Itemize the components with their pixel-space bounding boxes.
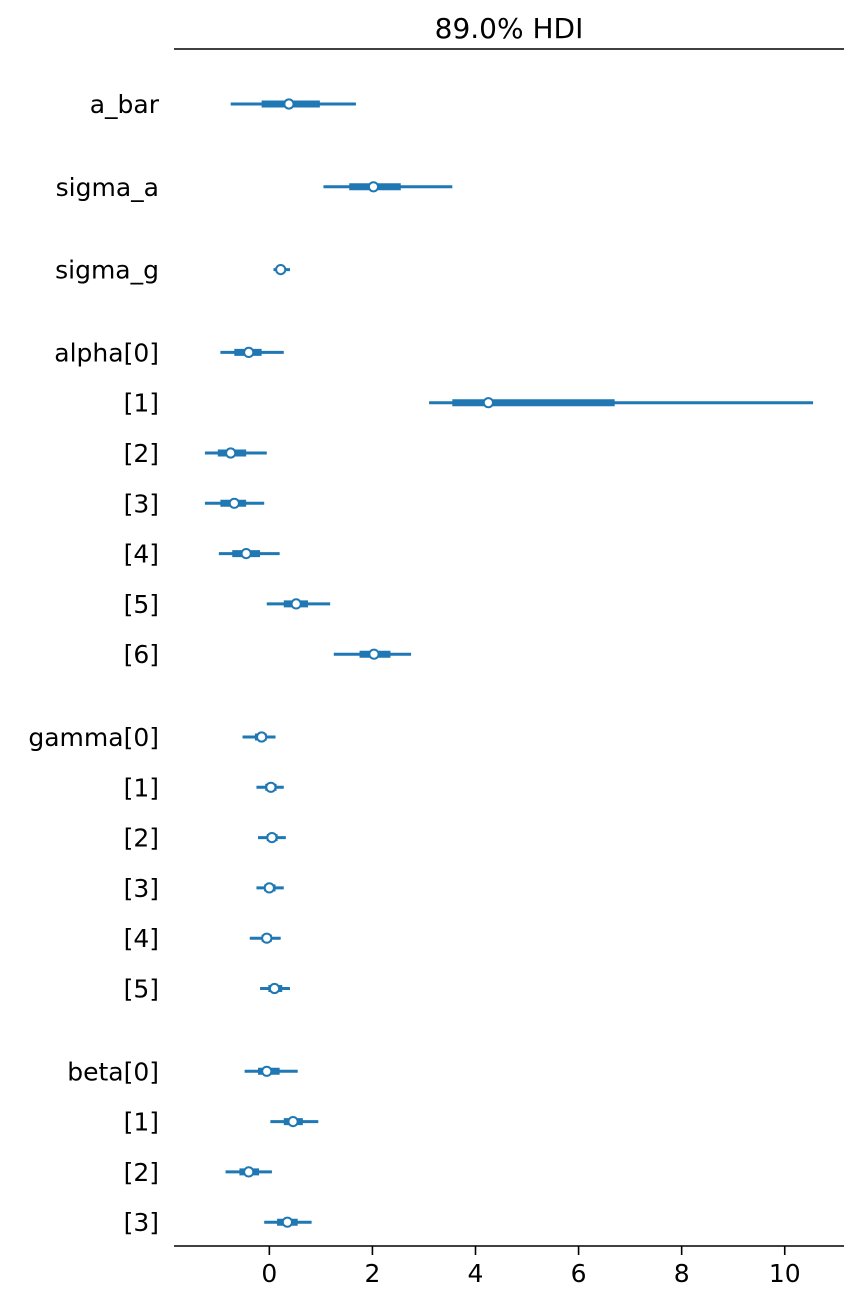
median-point (225, 447, 237, 459)
median-point (240, 548, 252, 560)
row-label: [1] (124, 773, 159, 802)
median-point (243, 1166, 255, 1178)
row-label: [3] (124, 489, 159, 518)
median-point (266, 832, 278, 844)
forest-row: [2] (124, 439, 267, 468)
median-point (283, 98, 295, 110)
forest-row: [1] (124, 389, 814, 418)
x-tick-label: 2 (364, 1259, 380, 1288)
median-point (265, 781, 277, 793)
row-label: [3] (124, 874, 159, 903)
forest-row: [6] (124, 640, 412, 669)
row-label: [6] (124, 640, 159, 669)
forest-row: alpha[0] (54, 338, 284, 367)
x-tick-label: 0 (261, 1259, 277, 1288)
row-label: beta[0] (67, 1057, 159, 1086)
row-label: [2] (124, 1158, 159, 1187)
chart-title: 89.0% HDI (435, 12, 584, 45)
x-tick-label: 6 (571, 1259, 587, 1288)
rows-group: a_bar sigma_a sigma_g alpha[0] [1] [2] [3] [4] [… (28, 90, 814, 1237)
median-point (368, 648, 380, 660)
forest-row: [3] (124, 874, 284, 903)
forest-row: gamma[0] (28, 723, 276, 752)
forest-row: [3] (124, 489, 265, 518)
row-label: a_bar (90, 90, 160, 119)
median-point (256, 731, 268, 743)
forest-row: [2] (124, 824, 286, 853)
forest-row: beta[0] (67, 1057, 298, 1086)
forest-row: [4] (124, 540, 280, 569)
x-axis-ticks: 0 2 4 6 8 10 (261, 1246, 801, 1288)
row-label: [2] (124, 824, 159, 853)
row-label: [1] (124, 389, 159, 418)
median-point (263, 882, 275, 894)
median-point (367, 181, 380, 193)
x-tick-label: 4 (468, 1259, 484, 1288)
row-label: [5] (124, 975, 159, 1004)
median-point (482, 397, 494, 409)
median-point (243, 346, 255, 358)
forest-row: [1] (124, 773, 284, 802)
forest-row: a_bar (90, 90, 356, 119)
row-label: sigma_g (55, 256, 159, 285)
forest-row: [2] (124, 1158, 272, 1187)
median-point (261, 932, 273, 944)
row-label: [2] (124, 439, 159, 468)
row-label: alpha[0] (54, 338, 159, 367)
row-label: [4] (124, 924, 159, 953)
x-tick-label: 10 (769, 1259, 801, 1288)
x-tick-label: 8 (674, 1259, 690, 1288)
forest-row: sigma_g (55, 256, 290, 285)
median-point (268, 982, 281, 995)
forest-row: [5] (124, 975, 290, 1004)
median-point (275, 264, 287, 276)
row-label: [1] (124, 1108, 159, 1137)
forest-row: sigma_a (56, 173, 453, 202)
row-label: [5] (124, 590, 159, 619)
forest-row: [4] (124, 924, 281, 953)
forest-row: [5] (124, 590, 331, 619)
row-label: sigma_a (56, 173, 159, 202)
median-point (228, 497, 240, 509)
forest-row: [3] (124, 1208, 312, 1237)
row-label: [4] (124, 540, 159, 569)
row-label: [3] (124, 1208, 159, 1237)
median-point (290, 598, 302, 610)
median-point (261, 1065, 273, 1077)
median-point (281, 1216, 293, 1228)
forest-row: [1] (124, 1108, 319, 1137)
median-point (287, 1116, 299, 1128)
row-label: gamma[0] (28, 723, 159, 752)
